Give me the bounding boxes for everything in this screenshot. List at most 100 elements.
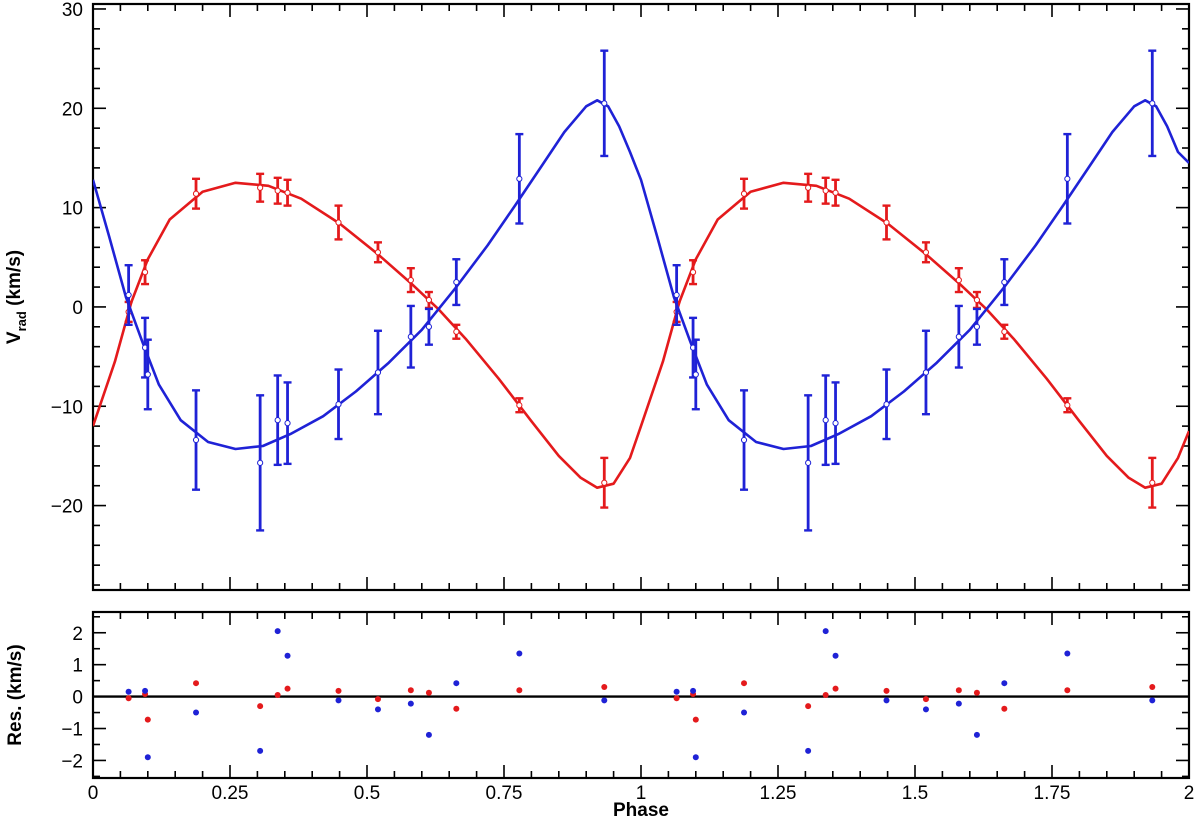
red-series-point: [832, 189, 839, 196]
blue-series-point: [822, 417, 829, 424]
blue-series-residual-point: [516, 650, 523, 657]
blue-series-residual-point: [922, 706, 929, 713]
y-tick-label: 2: [72, 624, 83, 645]
red-series-point: [284, 189, 291, 196]
x-tick-label: 1: [636, 783, 647, 804]
blue-series-point: [832, 420, 839, 427]
red-series-residual-point: [407, 687, 414, 694]
red-series-point: [822, 187, 829, 194]
red-series-point: [453, 328, 460, 335]
blue-series-point: [673, 291, 680, 299]
blue-series-point: [453, 279, 460, 286]
red-series-point: [1149, 479, 1156, 486]
y-tick-label: 20: [62, 99, 83, 120]
y-axis-title-unit: (km/s): [5, 644, 26, 705]
blue-series-point: [922, 369, 930, 376]
y-axis-title: Vrad (km/s): [4, 250, 29, 344]
red-series-residual-point: [1064, 687, 1071, 694]
red-series-point: [407, 277, 414, 284]
blue-series-residual-point: [274, 628, 281, 635]
x-tick-label: 0.25: [212, 783, 249, 804]
red-series-point: [1064, 402, 1071, 409]
blue-series-point: [374, 369, 382, 376]
blue-series-residual-point: [193, 709, 200, 716]
y-tick-label: 10: [62, 199, 83, 220]
blue-series-residual-point: [407, 700, 414, 707]
red-series-point: [374, 249, 382, 256]
blue-series-residual-point: [955, 700, 962, 707]
red-series-residual-point: [741, 680, 748, 687]
blue-series-point: [257, 459, 264, 466]
blue-series-residual-point: [453, 680, 460, 687]
y-axis-title-main: V: [4, 331, 25, 344]
blue-series-residual-point: [883, 697, 890, 704]
blue-series-point: [805, 459, 812, 466]
plot-area: [93, 49, 1189, 532]
red-series-residual-point: [193, 680, 200, 687]
blue-series-residual-point: [1001, 680, 1008, 687]
blue-series-residual-point: [673, 688, 680, 695]
x-tick-label: 0.5: [354, 783, 380, 804]
red-series-residual-point: [922, 696, 929, 703]
residual-panel: 0 0.25 0.5 0.75 1 1.25 1.5 1.75 2 −2 −1 0 1 2 Res. (km…: [5, 610, 1194, 804]
y-tick-label: 0: [72, 298, 83, 319]
x-tick-label: 0.75: [486, 783, 523, 804]
blue-series-point: [692, 371, 699, 378]
plot-frame: [91, 2, 1191, 592]
red-series-point: [955, 277, 962, 284]
red-series-residual-point: [805, 703, 812, 710]
red-series-residual-point: [274, 692, 281, 698]
blue-series-residual-point: [690, 687, 697, 694]
red-series-residual-point: [883, 687, 890, 694]
red-series-residual-point: [1001, 705, 1008, 712]
red-series-residual-point: [955, 687, 962, 694]
y-axis-title: Res. (km/s): [5, 644, 26, 745]
red-series-residual-point: [284, 685, 291, 692]
blue-series-point: [740, 436, 748, 444]
red-series-residual-point: [335, 687, 342, 694]
x-tick-label: 1.75: [1034, 783, 1071, 804]
blue-series-point: [284, 420, 291, 427]
blue-series-residual-point: [257, 747, 264, 754]
y-tick-label: −2: [61, 751, 83, 772]
y-tick-label: 30: [62, 0, 83, 21]
red-series-point: [973, 296, 981, 304]
blue-series-residual-point: [741, 709, 748, 716]
blue-series-residual-point: [1149, 697, 1156, 704]
y-axis-title-subscript: rad: [14, 311, 29, 331]
y-tick-label: 0: [72, 688, 83, 709]
y-tick-label: −20: [51, 497, 83, 518]
red-series-residual-point: [374, 696, 381, 703]
red-series-point: [335, 219, 342, 226]
blue-series-fit-curve: [93, 99, 1189, 451]
x-tick-label: 1.25: [760, 783, 797, 804]
y-axis-title-unit: (km/s): [4, 250, 25, 311]
blue-series-point: [883, 401, 890, 408]
red-series-residual-point: [973, 689, 980, 696]
blue-series-residual-point: [805, 747, 812, 754]
red-series-residual-point: [601, 684, 608, 691]
blue-series-point: [1064, 175, 1071, 182]
red-series-residual-point: [673, 695, 680, 702]
red-series-point: [141, 269, 149, 276]
red-series-point: [922, 249, 930, 256]
red-series-residual-point: [425, 689, 432, 696]
blue-series-residual-point: [832, 652, 839, 659]
blue-series-point: [274, 417, 281, 424]
x-tick-label: 1.5: [902, 783, 928, 804]
red-series-residual-point: [1149, 684, 1156, 691]
red-series-point: [1001, 328, 1008, 335]
blue-series-point: [335, 401, 342, 408]
blue-series-point: [144, 371, 151, 378]
red-series-residual-point: [144, 716, 151, 723]
red-series-point: [257, 184, 264, 191]
plot-area: [93, 628, 1189, 761]
blue-series-point: [425, 323, 433, 330]
red-series-residual-point: [257, 703, 264, 710]
blue-series-point: [973, 323, 981, 330]
blue-series-residual-point: [822, 628, 829, 635]
blue-series-residual-point: [973, 731, 980, 738]
blue-series-point: [125, 291, 132, 299]
y-tick-label: −10: [51, 397, 83, 418]
red-series-point: [883, 219, 890, 226]
